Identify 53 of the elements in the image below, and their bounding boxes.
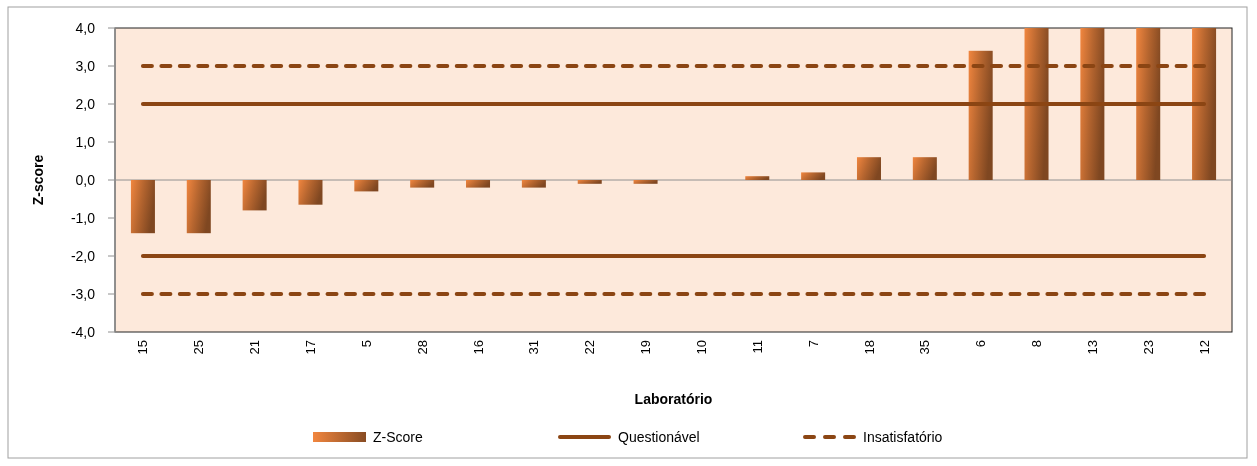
- bar: [242, 180, 267, 211]
- bar: [130, 180, 155, 234]
- y-tick-label: -2,0: [70, 247, 96, 264]
- x-tick-label: 25: [191, 340, 207, 355]
- bar: [410, 180, 435, 188]
- x-tick-label: 23: [1140, 340, 1156, 355]
- x-tick-label: 7: [805, 340, 821, 348]
- y-tick-label: 3,0: [75, 57, 96, 74]
- bar: [912, 157, 937, 180]
- bar: [1024, 28, 1049, 180]
- x-tick-label: 22: [582, 340, 598, 355]
- x-tick-label: 28: [414, 340, 430, 355]
- bar: [298, 180, 323, 205]
- bar: [1080, 28, 1105, 180]
- y-tick-label: 4,0: [75, 19, 96, 36]
- bar: [466, 180, 491, 188]
- x-tick-label: 18: [861, 340, 877, 355]
- bar: [968, 50, 993, 180]
- x-axis-title: Laboratório: [634, 391, 713, 407]
- y-tick-label: 1,0: [75, 133, 96, 150]
- y-tick-label: 0,0: [75, 171, 96, 188]
- x-tick-label: 17: [303, 340, 319, 355]
- x-tick-label: 8: [1029, 340, 1045, 348]
- x-tick-label: 13: [1084, 340, 1100, 355]
- bar: [577, 180, 602, 184]
- x-tick-label: 11: [749, 340, 765, 354]
- bar: [801, 172, 826, 180]
- y-tick-label: -4,0: [70, 323, 96, 340]
- y-tick-label: -3,0: [70, 285, 96, 302]
- x-tick-label: 6: [973, 340, 989, 348]
- x-tick-label: 10: [693, 340, 709, 355]
- bar: [856, 157, 881, 180]
- x-tick-label: 21: [247, 340, 263, 355]
- legend-label: Questionável: [618, 428, 700, 445]
- x-tick-label: 5: [358, 340, 374, 348]
- legend-label: Z-Score: [373, 428, 423, 445]
- bar: [1192, 28, 1217, 180]
- x-tick-label: 16: [470, 340, 486, 355]
- bar: [186, 180, 211, 234]
- legend-label: Insatisfatório: [863, 428, 943, 445]
- bar: [521, 180, 546, 188]
- x-tick-label: 19: [638, 340, 654, 355]
- y-tick-label: -1,0: [70, 209, 96, 226]
- y-axis-title: Z-score: [30, 154, 46, 206]
- x-tick-label: 15: [135, 340, 151, 355]
- x-tick-label: 31: [526, 340, 542, 355]
- y-tick-label: 2,0: [75, 95, 96, 112]
- bar: [633, 180, 658, 184]
- bar: [1136, 28, 1161, 180]
- x-tick-label: 12: [1196, 340, 1212, 355]
- x-tick-label: 35: [917, 340, 933, 355]
- bar: [745, 176, 770, 180]
- bar: [354, 180, 379, 192]
